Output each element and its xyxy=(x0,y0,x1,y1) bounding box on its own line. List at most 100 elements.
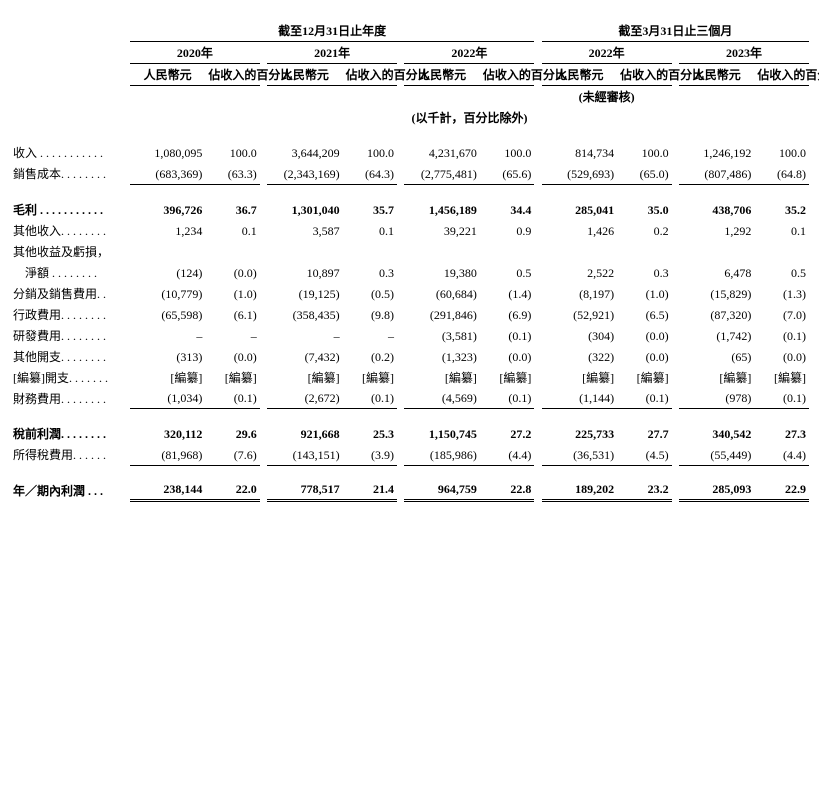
cell-pct: 35.2 xyxy=(754,199,809,220)
cell-pct: 23.2 xyxy=(617,480,671,501)
cell-pct: 100.0 xyxy=(617,142,671,163)
cell-value: 1,426 xyxy=(542,220,617,241)
cell-pct xyxy=(343,241,397,262)
row-rd_exp: 研發費用. . . . . . . .––––(3,581)(0.1)(304)… xyxy=(10,325,809,346)
cell-pct: (6.5) xyxy=(617,304,671,325)
row-label: 財務費用. . . . . . . . xyxy=(10,388,130,409)
row-revenue: 收入 . . . . . . . . . . .1,080,095 100.0 3,… xyxy=(10,142,809,163)
cell-pct: (65.0) xyxy=(617,163,671,184)
cell-value: (358,435) xyxy=(267,304,342,325)
cell-value: (7,432) xyxy=(267,346,342,367)
cell-value: (322) xyxy=(542,346,617,367)
cell-value: (185,986) xyxy=(404,444,479,465)
cell-value: 4,231,670 xyxy=(404,142,479,163)
cell-value: (10,779) xyxy=(130,283,205,304)
cell-value: 225,733 xyxy=(542,423,617,444)
cell-value: 1,080,095 xyxy=(130,142,205,163)
row-pbt: 稅前利潤. . . . . . . .320,11229.6921,66825.… xyxy=(10,423,809,444)
cell-value: 39,221 xyxy=(404,220,479,241)
header-2022: 2022年 xyxy=(404,42,534,64)
header-2021: 2021年 xyxy=(267,42,397,64)
cell-pct: (3.9) xyxy=(343,444,397,465)
cell-value: 1,150,745 xyxy=(404,423,479,444)
row-fin_cost: 財務費用. . . . . . . .(1,034)(0.1)(2,672)(0… xyxy=(10,388,809,409)
row-label: 行政費用. . . . . . . . xyxy=(10,304,130,325)
cell-value: 320,112 xyxy=(130,423,205,444)
col-pct: 佔收入的百分比 xyxy=(617,64,671,86)
cell-pct: 35.0 xyxy=(617,199,671,220)
cell-pct: 0.3 xyxy=(343,262,397,283)
row-tax: 所得稅費用. . . . . .(81,968)(7.6)(143,151)(3… xyxy=(10,444,809,465)
cell-value: (15,829) xyxy=(679,283,754,304)
row-label: 銷售成本. . . . . . . . xyxy=(10,163,130,184)
row-label: 其他收入. . . . . . . . xyxy=(10,220,130,241)
row-cogs: 銷售成本. . . . . . . .(683,369)(63.3)(2,343… xyxy=(10,163,809,184)
cell-pct: [編纂] xyxy=(205,367,259,388)
row-label: 分銷及銷售費用. . xyxy=(10,283,130,304)
cell-value: 189,202 xyxy=(542,480,617,501)
cell-value: [編纂] xyxy=(679,367,754,388)
row-other_exp: 其他開支. . . . . . . .(313)(0.0)(7,432)(0.2… xyxy=(10,346,809,367)
cell-value: 10,897 xyxy=(267,262,342,283)
cell-pct: 22.8 xyxy=(480,480,534,501)
cell-pct: (0.1) xyxy=(480,388,534,409)
cell-value: (65) xyxy=(679,346,754,367)
cell-value: (304) xyxy=(542,325,617,346)
cell-value: 1,246,192 xyxy=(679,142,754,163)
cell-pct: 100.0 xyxy=(480,142,534,163)
row-label: 年／期內利潤 . . . xyxy=(10,480,130,501)
cell-pct: 27.2 xyxy=(480,423,534,444)
cell-pct: [編纂] xyxy=(754,367,809,388)
cell-pct: 35.7 xyxy=(343,199,397,220)
cell-value: 1,292 xyxy=(679,220,754,241)
cell-value: (60,684) xyxy=(404,283,479,304)
cell-pct: (0.1) xyxy=(343,388,397,409)
cell-value: (124) xyxy=(130,262,205,283)
cell-pct: 0.1 xyxy=(205,220,259,241)
cell-value xyxy=(679,241,754,262)
cell-value: (3,581) xyxy=(404,325,479,346)
cell-value: (2,775,481) xyxy=(404,163,479,184)
cell-pct: (0.1) xyxy=(205,388,259,409)
cell-value: – xyxy=(267,325,342,346)
cell-pct xyxy=(205,241,259,262)
cell-pct: 0.2 xyxy=(617,220,671,241)
cell-pct: 27.7 xyxy=(617,423,671,444)
cell-pct: (0.0) xyxy=(617,346,671,367)
cell-pct: 0.5 xyxy=(480,262,534,283)
cell-value: (2,343,169) xyxy=(267,163,342,184)
header-unaudited: (未經審核) xyxy=(542,86,672,108)
cell-pct: 25.3 xyxy=(343,423,397,444)
cell-value: (1,742) xyxy=(679,325,754,346)
row-sell_exp: 分銷及銷售費用. .(10,779)(1.0)(19,125)(0.5)(60,… xyxy=(10,283,809,304)
cell-value: (291,846) xyxy=(404,304,479,325)
financial-table: 截至12月31日止年度 截至3月31日止三個月 2020年 2021年 2022… xyxy=(10,20,809,502)
cell-value: 778,517 xyxy=(267,480,342,501)
col-rmb: 人民幣元 xyxy=(130,64,205,86)
cell-pct: 0.3 xyxy=(617,262,671,283)
cell-value: 2,522 xyxy=(542,262,617,283)
cell-value: [編纂] xyxy=(542,367,617,388)
cell-value: 1,456,189 xyxy=(404,199,479,220)
cell-value xyxy=(130,241,205,262)
cell-pct: (6.9) xyxy=(480,304,534,325)
cell-value: (1,323) xyxy=(404,346,479,367)
cell-value: 3,644,209 xyxy=(267,142,342,163)
row-label: 收入 . . . . . . . . . . . xyxy=(10,142,130,163)
cell-pct: (0.1) xyxy=(480,325,534,346)
header-year-period: 截至12月31日止年度 xyxy=(130,20,534,42)
cell-pct: (4.5) xyxy=(617,444,671,465)
cell-value: (978) xyxy=(679,388,754,409)
cell-pct: (0.5) xyxy=(343,283,397,304)
cell-value: 814,734 xyxy=(542,142,617,163)
cell-value: (36,531) xyxy=(542,444,617,465)
cell-value: (87,320) xyxy=(679,304,754,325)
row-admin_exp: 行政費用. . . . . . . .(65,598)(6.1)(358,435… xyxy=(10,304,809,325)
row-net: 年／期內利潤 . . .238,14422.0778,51721.4964,75… xyxy=(10,480,809,501)
cell-value: [編纂] xyxy=(130,367,205,388)
row-label: 其他開支. . . . . . . . xyxy=(10,346,130,367)
cell-value: 19,380 xyxy=(404,262,479,283)
cell-pct: 36.7 xyxy=(205,199,259,220)
cell-pct: [編纂] xyxy=(343,367,397,388)
col-pct: 佔收入的百分比 xyxy=(480,64,534,86)
